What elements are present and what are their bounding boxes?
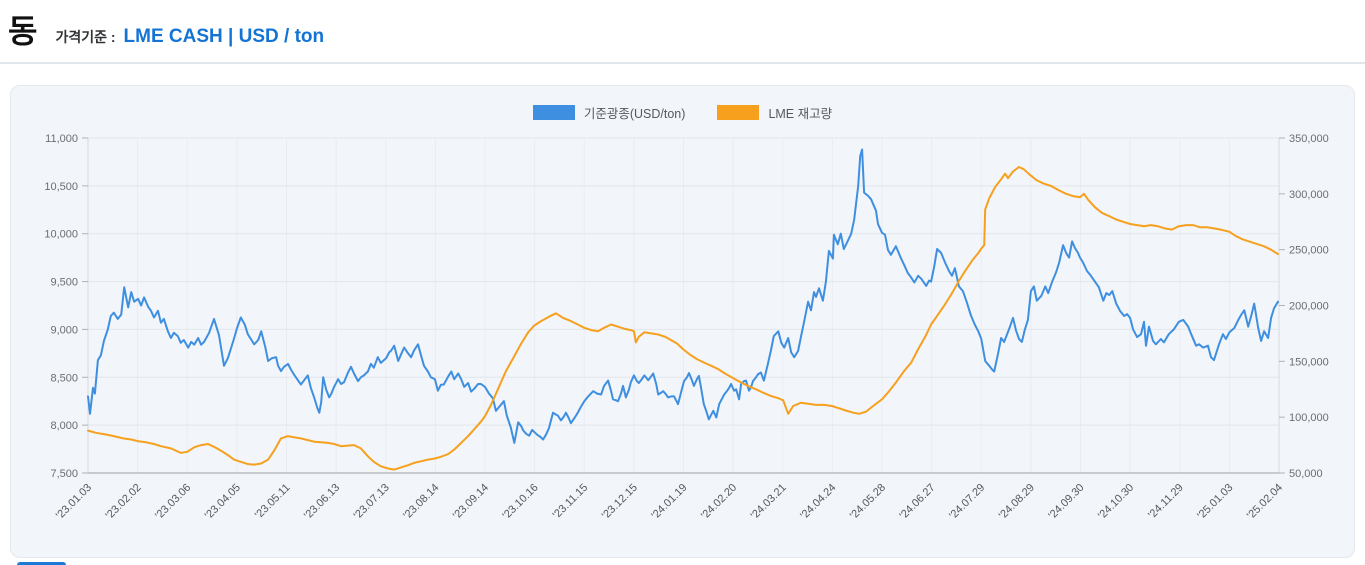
right-axis-tick-label: 300,000	[1289, 189, 1329, 201]
x-axis-tick-label: '23.06.13	[302, 482, 342, 522]
left-axis-tick-label: 10,500	[44, 181, 78, 193]
right-axis-tick-label: 200,000	[1289, 301, 1329, 313]
chart-legend: 기준광종(USD/ton) LME 재고량	[11, 103, 1354, 122]
x-axis-tick-label: '23.11.15	[551, 482, 591, 522]
right-axis-tick-label: 350,000	[1289, 133, 1329, 145]
left-axis-tick-label: 8,000	[50, 420, 78, 432]
x-axis-tick-label: '23.02.02	[103, 482, 143, 522]
left-axis-tick-label: 9,500	[50, 277, 78, 289]
inventory-series-label[interactable]: LME 재고량	[768, 107, 833, 121]
x-axis-tick-label: '24.11.29	[1146, 482, 1186, 522]
left-axis-tick-label: 10,000	[44, 229, 78, 241]
left-axis-tick-label: 9,000	[50, 324, 78, 336]
commodity-title: 동	[8, 13, 38, 49]
price-series-label[interactable]: 기준광종(USD/ton)	[583, 107, 686, 121]
x-axis-tick-label: '23.08.14	[401, 482, 441, 522]
page-header: 동 가격기준 : LME CASH | USD / ton	[8, 6, 324, 52]
x-axis-tick-label: '24.03.21	[749, 482, 789, 522]
x-axis-tick-label: '24.01.19	[649, 482, 689, 522]
x-axis-tick-label: '24.06.27	[897, 482, 937, 522]
inventory-series-swatch[interactable]	[717, 105, 760, 120]
x-axis-tick-label: '23.10.16	[500, 482, 540, 522]
x-axis-tick-label: '23.03.06	[153, 482, 193, 522]
x-axis-tick-label: '23.07.13	[352, 482, 392, 522]
price-line	[87, 148, 1279, 444]
x-axis-tick-label: '24.07.29	[947, 482, 987, 522]
inventory-line	[87, 166, 1279, 471]
x-axis-tick-label: '23.01.03	[54, 482, 94, 522]
x-axis-tick-label: '25.01.03	[1195, 482, 1235, 522]
header-divider	[0, 62, 1365, 64]
right-axis-tick-label: 250,000	[1289, 245, 1329, 257]
x-axis-tick-label: '23.12.15	[600, 482, 640, 522]
x-axis-tick-label: '23.09.14	[451, 482, 491, 522]
x-axis-tick-label: '23.04.05	[203, 482, 243, 522]
left-axis-tick-label: 11,000	[45, 133, 78, 145]
left-axis-tick-label: 7,500	[50, 468, 78, 480]
x-axis-tick-label: '24.08.29	[997, 482, 1037, 522]
x-axis-tick-label: '24.09.30	[1046, 482, 1086, 522]
x-axis-tick-label: '24.04.24	[798, 482, 838, 522]
x-axis-tick-label: '25.02.04	[1245, 482, 1285, 522]
right-axis-tick-label: 100,000	[1289, 412, 1329, 424]
price-series-swatch[interactable]	[532, 105, 575, 120]
left-axis-tick-label: 8,500	[50, 372, 78, 384]
right-axis-tick-label: 50,000	[1289, 468, 1323, 480]
x-axis-tick-label: '24.02.20	[699, 482, 739, 522]
chart-card: 기준광종(USD/ton) LME 재고량 7,500 8,000 8,500 9,0…	[10, 85, 1355, 558]
price-basis-value: LME CASH | USD / ton	[123, 26, 325, 47]
right-axis-tick-label: 150,000	[1289, 356, 1329, 368]
price-basis-label: 가격기준 :	[55, 29, 116, 45]
chart-canvas: 7,500 8,000 8,500 9,000 9,500 10,000 10,500 11,…	[44, 133, 1329, 522]
x-axis-tick-label: '24.05.28	[848, 482, 888, 522]
partial-button[interactable]	[17, 562, 66, 565]
x-axis-tick-label: '23.05.11	[253, 482, 293, 522]
x-axis-tick-label: '24.10.30	[1096, 482, 1136, 522]
